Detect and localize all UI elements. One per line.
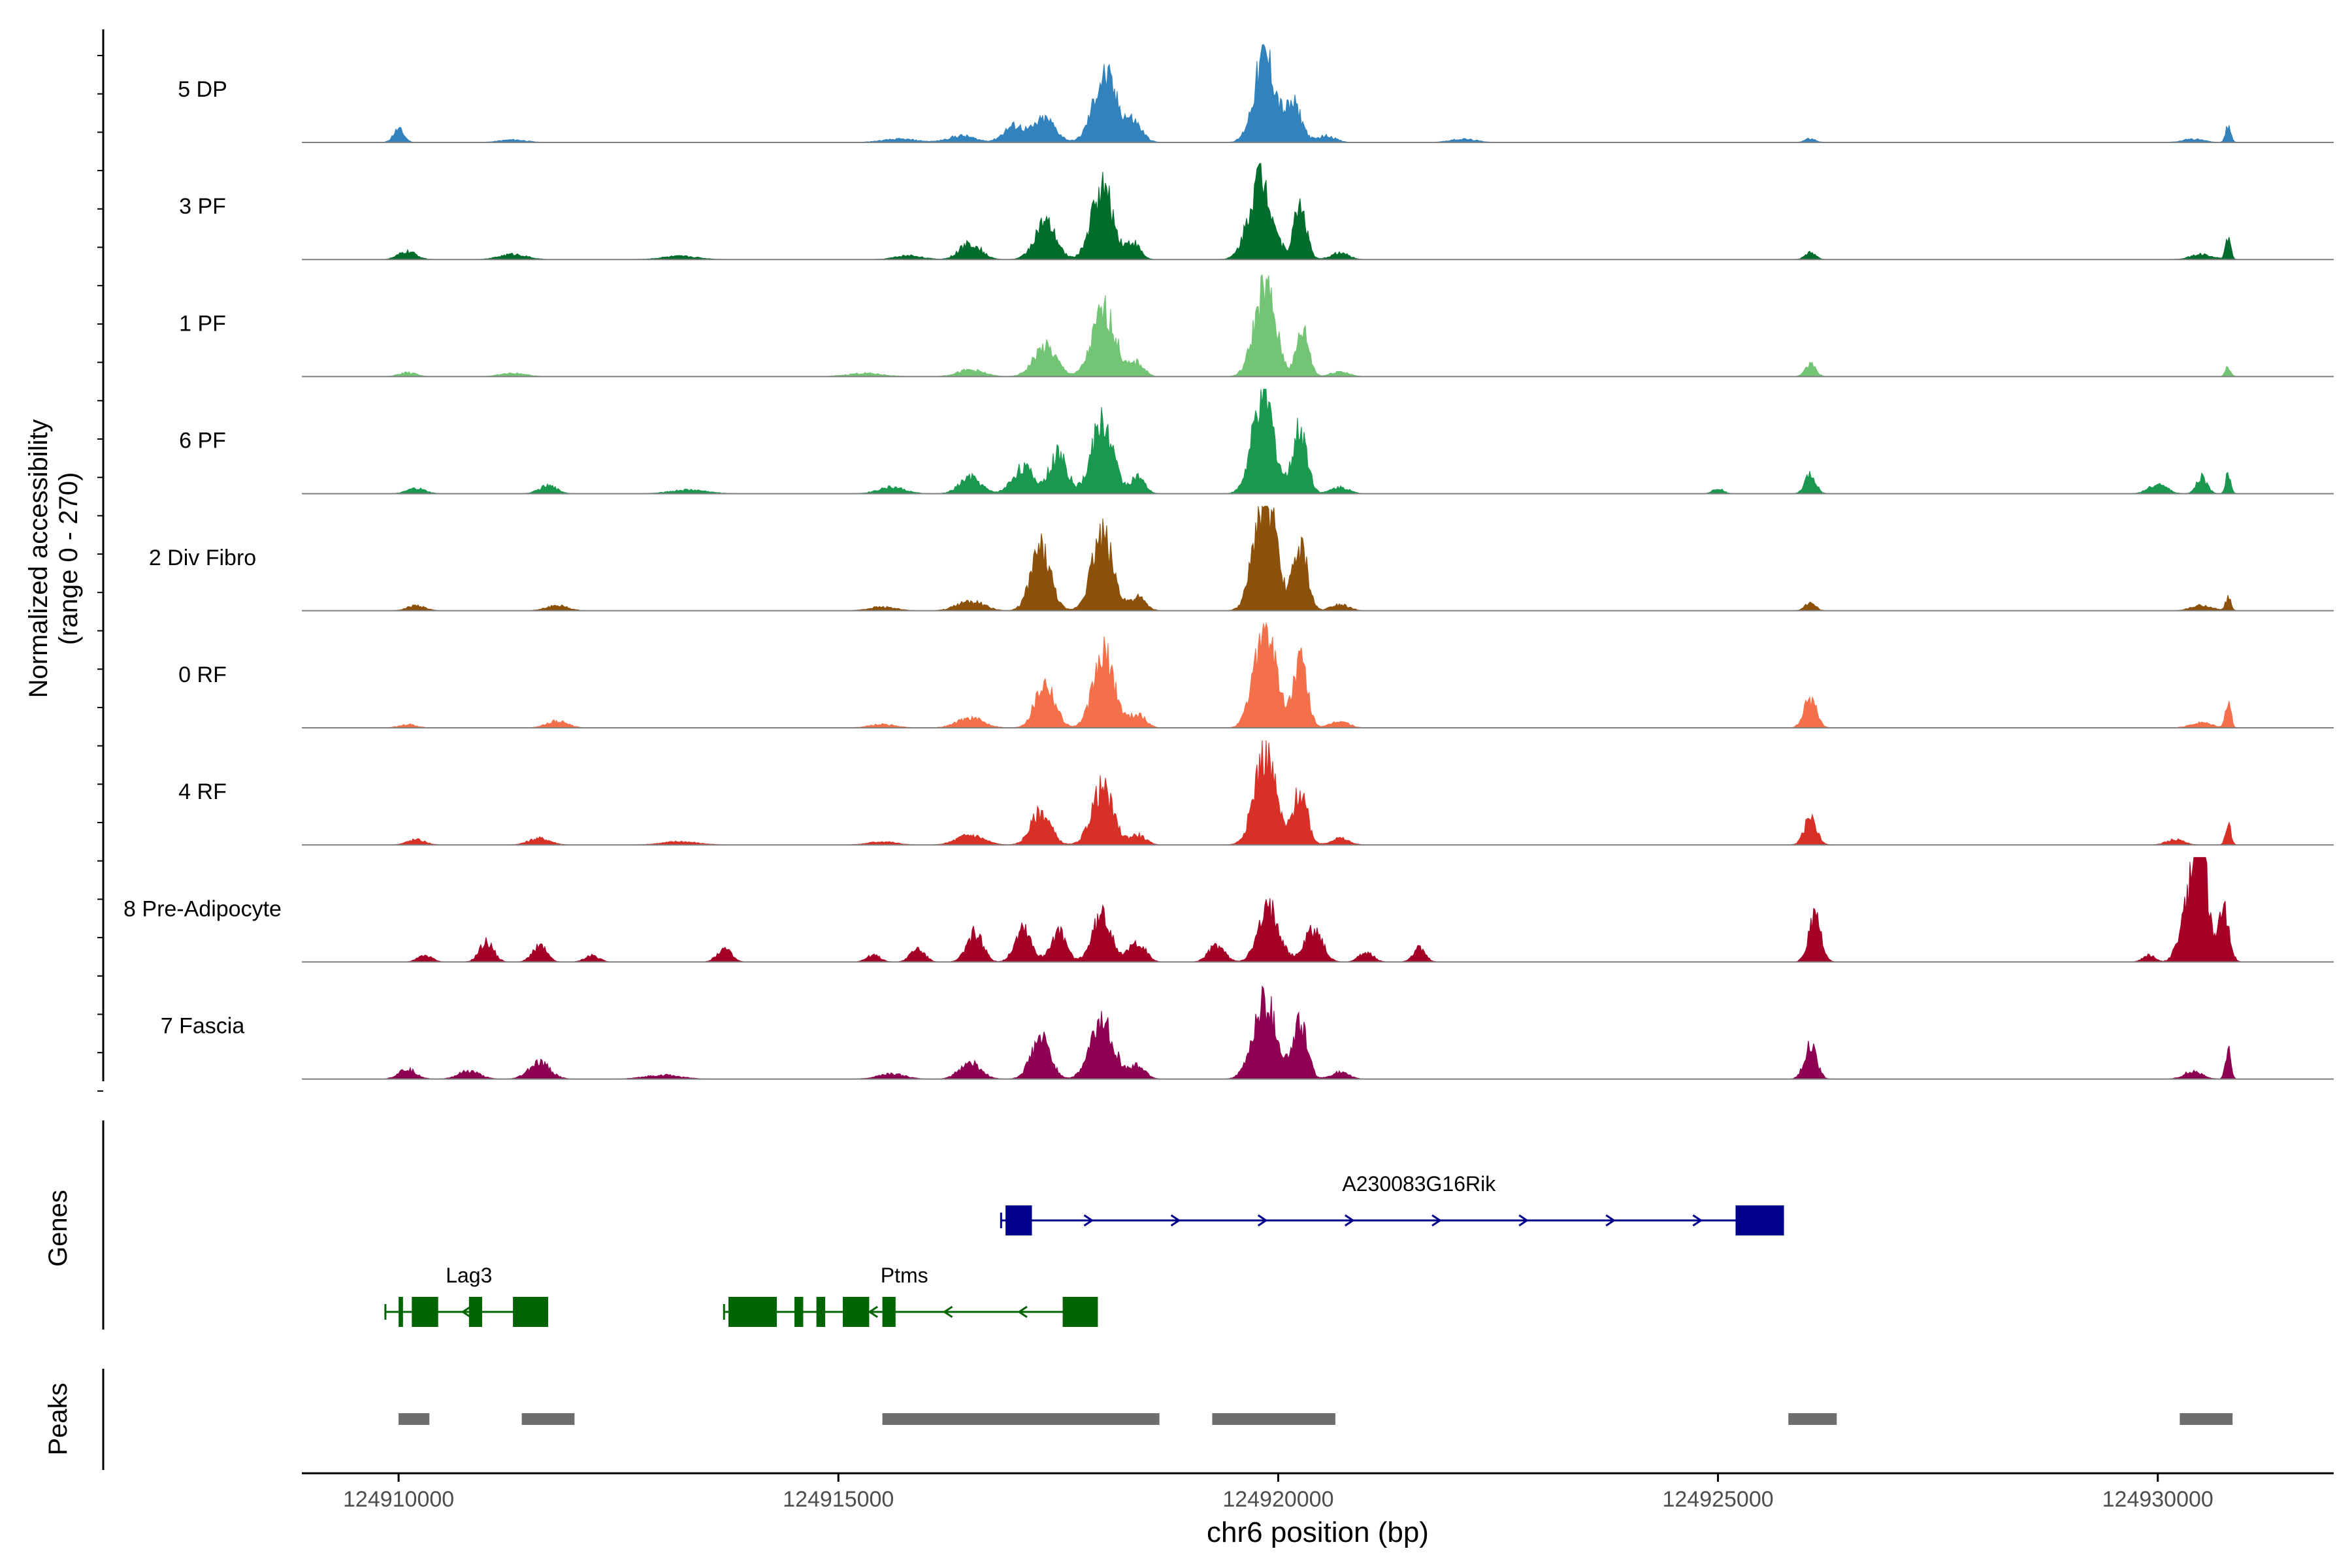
exon xyxy=(1005,1205,1032,1235)
gene-name: A230083G16Rik xyxy=(1342,1172,1496,1196)
exon xyxy=(882,1297,896,1327)
coverage-area xyxy=(385,740,2241,845)
track-label: 1 PF xyxy=(179,311,226,336)
coverage-area xyxy=(385,274,2241,377)
gene-name: Ptms xyxy=(881,1264,928,1287)
track-label: 6 PF xyxy=(179,429,226,453)
peak-interval xyxy=(399,1413,430,1425)
strand-arrow xyxy=(1431,1214,1442,1227)
peaks-track-label: Peaks xyxy=(44,1382,73,1455)
x-tick-label: 124915000 xyxy=(783,1487,894,1512)
genes-track: A230083G16Rik Lag3 Ptms xyxy=(102,1120,1784,1330)
x-tick-label: 124925000 xyxy=(1662,1487,1773,1512)
exon xyxy=(399,1297,403,1327)
coverage-area xyxy=(385,163,2241,260)
y-axis-label-line2: (range 0 - 270) xyxy=(54,472,83,645)
coverage-area xyxy=(385,389,2241,495)
exon xyxy=(728,1297,777,1327)
x-tick-label: 124930000 xyxy=(2102,1487,2213,1512)
peak-interval xyxy=(1788,1413,1837,1425)
coverage-area xyxy=(385,857,2242,962)
exon xyxy=(842,1297,870,1327)
exon xyxy=(1062,1297,1098,1327)
peak-interval xyxy=(882,1413,1160,1425)
peak-interval xyxy=(1212,1413,1335,1425)
coverage-area xyxy=(385,985,2241,1080)
exon xyxy=(1735,1205,1784,1235)
track-label: 7 Fascia xyxy=(161,1014,245,1039)
strand-arrow xyxy=(1017,1305,1028,1318)
strand-arrow xyxy=(942,1305,953,1318)
exon xyxy=(816,1297,826,1327)
strand-arrow xyxy=(461,1305,472,1318)
exon xyxy=(468,1297,482,1327)
strand-arrow xyxy=(1518,1214,1529,1227)
x-axis: 124910000 124915000 124920000 124925000 1249… xyxy=(302,1472,2334,1512)
coverage-area xyxy=(385,622,2241,728)
gene-name: Lag3 xyxy=(446,1264,492,1287)
strand-arrow xyxy=(1083,1214,1094,1227)
exon xyxy=(513,1297,548,1327)
peak-interval xyxy=(2180,1413,2233,1425)
track-label: 4 RF xyxy=(178,779,227,804)
coverage-area xyxy=(385,505,2241,612)
strand-arrow xyxy=(868,1305,878,1318)
strand-arrow xyxy=(1692,1214,1703,1227)
track-label: 8 Pre-Adipocyte xyxy=(123,896,282,921)
track-label: 2 Div Fibro xyxy=(149,546,256,570)
strand-arrow xyxy=(1257,1214,1268,1227)
strand-arrow xyxy=(1345,1214,1355,1227)
x-tick-label: 124910000 xyxy=(343,1487,454,1512)
track-label: 3 PF xyxy=(179,194,226,219)
x-tick-label: 124920000 xyxy=(1222,1487,1333,1512)
coverage-area xyxy=(385,44,2241,143)
x-axis-label: chr6 position (bp) xyxy=(1207,1516,1429,1548)
strand-arrow xyxy=(1605,1214,1616,1227)
coverage-tracks: 5 DP 3 PF 1 PF 6 PF 2 Div Fibro 0 RF 4 RF 8 Pre… xyxy=(97,29,2334,1092)
exon xyxy=(412,1297,438,1327)
peak-interval xyxy=(521,1413,575,1425)
strand-arrow xyxy=(1170,1214,1181,1227)
track-label: 0 RF xyxy=(178,662,227,687)
exon xyxy=(794,1297,804,1327)
genes-track-label: Genes xyxy=(44,1190,73,1267)
peaks-track xyxy=(102,1369,2233,1470)
track-label: 5 DP xyxy=(178,77,227,102)
y-axis-label-line1: Normalized accessibility xyxy=(24,419,53,698)
